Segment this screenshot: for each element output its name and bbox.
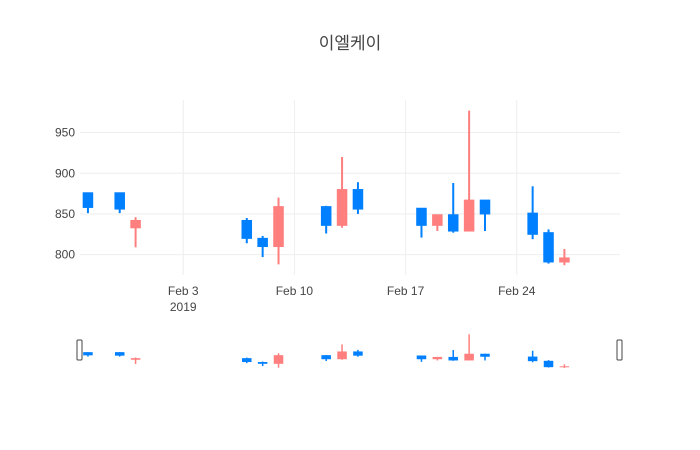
- candle-increasing[interactable]: [559, 248, 570, 266]
- candle-body: [241, 219, 253, 239]
- candle-body: [130, 219, 141, 229]
- slider-candle-body: [432, 356, 443, 360]
- slider-candle-body: [559, 366, 570, 368]
- candle-decreasing[interactable]: [352, 182, 364, 214]
- x-tick-label: Feb 10: [276, 284, 314, 298]
- candle-body: [336, 189, 348, 226]
- slider-candle: [114, 352, 125, 357]
- slider-candle: [83, 352, 93, 357]
- slider-candle-body: [337, 351, 347, 360]
- candle-body: [463, 199, 475, 232]
- candle-body: [416, 207, 427, 226]
- y-tick-label: 900: [55, 166, 75, 180]
- candle-body: [543, 232, 554, 263]
- slider-candle-body: [257, 362, 268, 364]
- candle-body: [114, 192, 125, 210]
- slider-candle: [432, 356, 443, 361]
- slider-candle-body: [464, 353, 474, 361]
- slider-candle-body: [130, 358, 141, 360]
- slider-candle-body: [273, 355, 284, 364]
- slider-candle: [559, 364, 570, 368]
- candle-decreasing[interactable]: [257, 235, 268, 258]
- y-tick-label: 800: [55, 248, 75, 262]
- grid-lines: [80, 100, 620, 275]
- candle-increasing[interactable]: [130, 217, 141, 248]
- y-tick-label: 950: [55, 126, 75, 140]
- slider-candle: [480, 353, 490, 361]
- slider-candle: [257, 361, 268, 367]
- range-slider-left-handle[interactable]: [76, 339, 83, 361]
- slider-candle: [527, 350, 538, 363]
- candle-increasing[interactable]: [273, 197, 284, 265]
- slider-candle-body: [480, 353, 490, 357]
- candle-decreasing[interactable]: [114, 192, 125, 214]
- slider-candle: [464, 334, 474, 361]
- slider-candle: [543, 360, 554, 368]
- y-tick-label: 850: [55, 207, 75, 221]
- chart-title: 이엘케이: [319, 34, 382, 54]
- axis-tick-labels: 800 850 900 950 Feb 3 2019 Feb 10 Feb 17 Feb 24: [55, 126, 536, 314]
- slider-candle: [321, 354, 331, 361]
- range-slider-right-handle[interactable]: [616, 339, 623, 361]
- candle-body: [559, 257, 570, 263]
- candle-body: [432, 214, 443, 226]
- candles[interactable]: [82, 110, 570, 266]
- slider-candle-body: [114, 352, 125, 356]
- slider-candle-body: [527, 356, 538, 362]
- candle-body: [479, 199, 491, 215]
- slider-candle-body: [543, 360, 554, 368]
- slider-candle-body: [242, 358, 252, 363]
- candle-decreasing[interactable]: [320, 205, 332, 234]
- candle-decreasing[interactable]: [479, 199, 491, 232]
- candle-body: [82, 192, 94, 208]
- x-tick-year-label: 2019: [170, 300, 197, 314]
- x-tick-label: Feb 3: [168, 284, 199, 298]
- slider-candle: [130, 357, 141, 364]
- candle-body: [447, 214, 459, 232]
- slider-candle: [242, 357, 252, 364]
- candle-body: [273, 206, 284, 248]
- slider-candle: [448, 350, 458, 361]
- slider-candle-body: [83, 352, 93, 356]
- slider-candle-body: [321, 355, 331, 360]
- slider-candle-body: [416, 355, 427, 360]
- candle-decreasing[interactable]: [447, 183, 459, 233]
- candle-increasing[interactable]: [463, 110, 475, 232]
- candle-body: [352, 189, 364, 210]
- x-tick-label: Feb 24: [498, 284, 536, 298]
- candle-body: [257, 237, 268, 248]
- candle-body: [527, 212, 538, 235]
- slider-candle-body: [353, 351, 363, 356]
- slider-candle-body: [448, 356, 458, 361]
- slider-candle: [353, 349, 363, 357]
- candle-body: [320, 206, 332, 226]
- range-slider[interactable]: [76, 334, 623, 368]
- candle-increasing[interactable]: [432, 214, 443, 232]
- candle-decreasing[interactable]: [241, 218, 253, 244]
- candle-decreasing[interactable]: [82, 192, 94, 214]
- candle-decreasing[interactable]: [543, 229, 554, 264]
- slider-candle: [273, 353, 284, 368]
- candle-increasing[interactable]: [336, 156, 348, 228]
- candle-decreasing[interactable]: [527, 186, 538, 240]
- candle-decreasing[interactable]: [416, 207, 427, 238]
- slider-candle: [337, 344, 347, 360]
- slider-candle: [416, 355, 427, 362]
- x-tick-label: Feb 17: [387, 284, 425, 298]
